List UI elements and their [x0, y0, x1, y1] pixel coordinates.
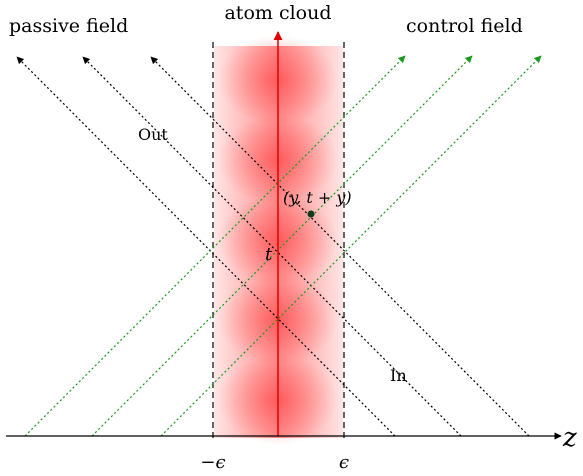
passive-line-1	[16, 56, 396, 437]
atom-cloud-label: atom cloud	[224, 2, 331, 24]
in-label: In	[390, 366, 407, 385]
passive-field-label: passive field	[9, 15, 128, 37]
point-label: (y, t + y)	[283, 188, 352, 207]
control-field-label: control field	[406, 15, 523, 37]
passive-line-2	[82, 56, 462, 437]
z-axis-label: z	[562, 423, 577, 453]
neg-epsilon-label: −ϵ	[200, 452, 225, 473]
epsilon-label: ϵ	[339, 452, 349, 473]
t-label: t	[265, 244, 273, 265]
passive-line-3	[150, 56, 530, 437]
out-label: Out	[138, 125, 168, 144]
passive-field-lines	[16, 56, 530, 437]
event-point	[307, 210, 315, 218]
